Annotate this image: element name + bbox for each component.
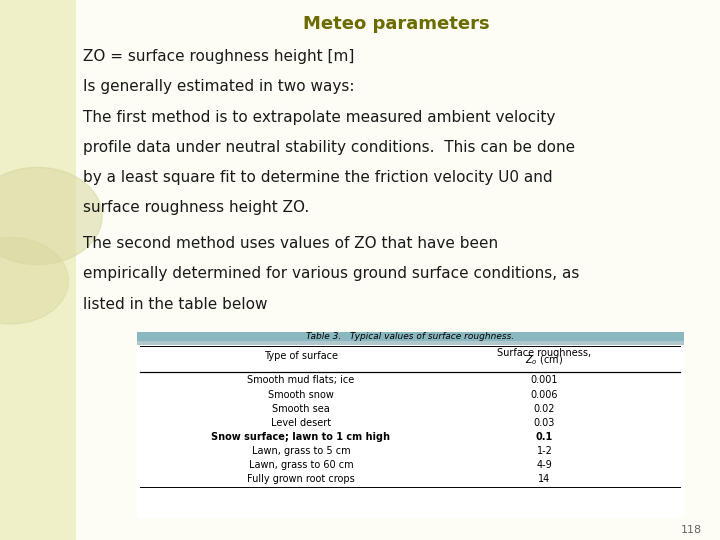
Text: 0.02: 0.02 (534, 403, 555, 414)
Text: Table 3.   Typical values of surface roughness.: Table 3. Typical values of surface rough… (306, 332, 515, 341)
Bar (137, 332, 684, 518)
Text: empirically determined for various ground surface conditions, as: empirically determined for various groun… (83, 266, 579, 281)
Bar (76, 0, 720, 540)
Text: 0.006: 0.006 (531, 389, 558, 400)
Text: $Z_o$ (cm): $Z_o$ (cm) (526, 353, 564, 367)
Text: 14: 14 (539, 474, 551, 484)
Text: listed in the table below: listed in the table below (83, 296, 267, 312)
Text: Smooth snow: Smooth snow (268, 389, 334, 400)
Text: ZO = surface roughness height [m]: ZO = surface roughness height [m] (83, 49, 354, 64)
Text: 4-9: 4-9 (536, 460, 552, 470)
Text: Snow surface; lawn to 1 cm high: Snow surface; lawn to 1 cm high (212, 431, 390, 442)
Text: profile data under neutral stability conditions.  This can be done: profile data under neutral stability con… (83, 140, 575, 155)
Text: Lawn, grass to 5 cm: Lawn, grass to 5 cm (252, 446, 350, 456)
Bar (0, 0, 76, 540)
Text: Surface roughness,: Surface roughness, (498, 348, 592, 357)
Bar (137, 341, 684, 345)
Text: Lawn, grass to 60 cm: Lawn, grass to 60 cm (248, 460, 354, 470)
Text: Fully grown root crops: Fully grown root crops (247, 474, 355, 484)
Text: Smooth sea: Smooth sea (272, 403, 330, 414)
Text: 1-2: 1-2 (536, 446, 552, 456)
Bar (137, 332, 684, 341)
Text: Level desert: Level desert (271, 417, 331, 428)
Text: 0.001: 0.001 (531, 375, 558, 386)
Text: Type of surface: Type of surface (264, 351, 338, 361)
Text: surface roughness height ZO.: surface roughness height ZO. (83, 200, 309, 215)
Text: The second method uses values of ZO that have been: The second method uses values of ZO that… (83, 236, 498, 251)
Text: by a least square fit to determine the friction velocity U0 and: by a least square fit to determine the f… (83, 170, 552, 185)
Text: Is generally estimated in two ways:: Is generally estimated in two ways: (83, 79, 354, 94)
Text: Meteo parameters: Meteo parameters (302, 15, 490, 33)
Text: Smooth mud flats; ice: Smooth mud flats; ice (248, 375, 354, 386)
Text: 0.03: 0.03 (534, 417, 555, 428)
Text: The first method is to extrapolate measured ambient velocity: The first method is to extrapolate measu… (83, 110, 555, 125)
Circle shape (0, 238, 68, 324)
Circle shape (0, 167, 102, 265)
Text: 118: 118 (681, 525, 702, 535)
Text: 0.1: 0.1 (536, 431, 553, 442)
